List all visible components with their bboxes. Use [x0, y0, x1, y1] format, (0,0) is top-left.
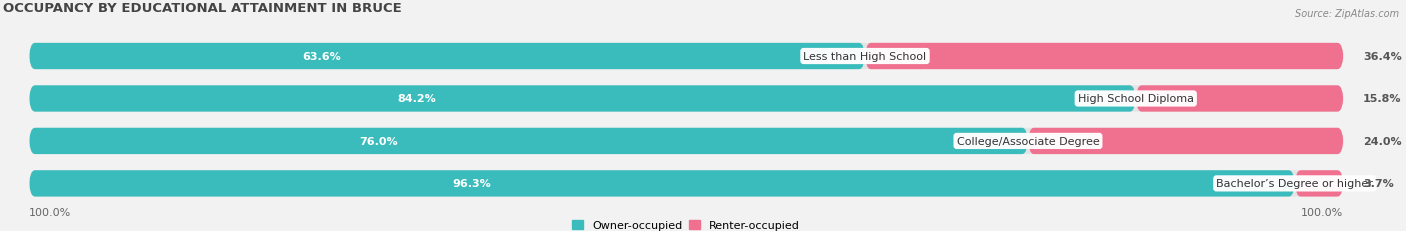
Text: 3.7%: 3.7% [1364, 179, 1393, 188]
Legend: Owner-occupied, Renter-occupied: Owner-occupied, Renter-occupied [572, 220, 800, 230]
Text: 96.3%: 96.3% [453, 179, 492, 188]
FancyBboxPatch shape [30, 44, 865, 70]
Text: 24.0%: 24.0% [1364, 136, 1402, 146]
Text: Bachelor’s Degree or higher: Bachelor’s Degree or higher [1216, 179, 1374, 188]
Text: OCCUPANCY BY EDUCATIONAL ATTAINMENT IN BRUCE: OCCUPANCY BY EDUCATIONAL ATTAINMENT IN B… [3, 2, 402, 15]
FancyBboxPatch shape [30, 128, 1028, 155]
Text: 76.0%: 76.0% [360, 136, 398, 146]
FancyBboxPatch shape [30, 128, 1343, 155]
Text: Less than High School: Less than High School [803, 52, 927, 62]
Text: High School Diploma: High School Diploma [1078, 94, 1194, 104]
FancyBboxPatch shape [865, 44, 1343, 70]
Text: 100.0%: 100.0% [1301, 207, 1343, 217]
FancyBboxPatch shape [30, 86, 1136, 112]
FancyBboxPatch shape [30, 170, 1343, 197]
Text: 63.6%: 63.6% [302, 52, 342, 62]
FancyBboxPatch shape [30, 86, 1343, 112]
Text: Source: ZipAtlas.com: Source: ZipAtlas.com [1295, 9, 1399, 19]
FancyBboxPatch shape [1295, 170, 1343, 197]
Text: 100.0%: 100.0% [30, 207, 72, 217]
FancyBboxPatch shape [1028, 128, 1343, 155]
FancyBboxPatch shape [30, 44, 1343, 70]
Text: 15.8%: 15.8% [1364, 94, 1402, 104]
Text: College/Associate Degree: College/Associate Degree [956, 136, 1099, 146]
FancyBboxPatch shape [30, 170, 1295, 197]
Text: 36.4%: 36.4% [1364, 52, 1402, 62]
Text: 84.2%: 84.2% [396, 94, 436, 104]
FancyBboxPatch shape [1136, 86, 1343, 112]
